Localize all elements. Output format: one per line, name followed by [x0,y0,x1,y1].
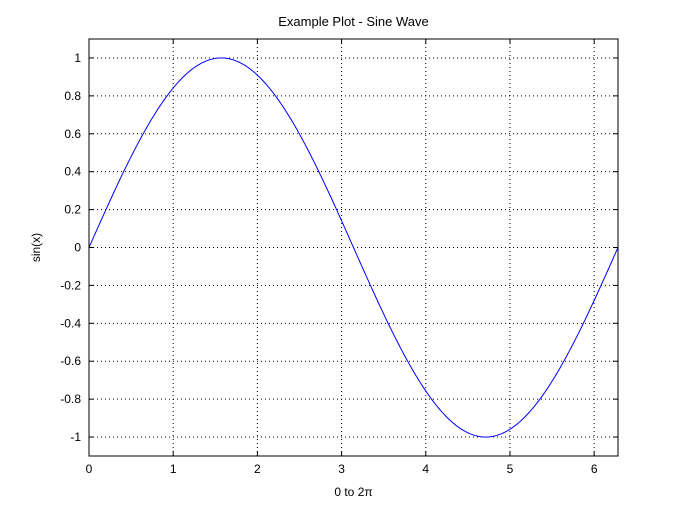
y-tick-label: -0.8 [60,392,81,406]
data-point [300,136,301,137]
x-tick-label: 6 [591,462,598,476]
x-tick-label: 1 [170,462,177,476]
y-tick-label: 1 [74,51,81,65]
y-tick-label: 0 [74,241,81,255]
series-group [88,57,619,438]
x-tick-label: 2 [254,462,261,476]
y-tick-label: -0.6 [60,354,81,368]
data-point [194,67,195,68]
data-point [168,94,169,95]
data-point [432,400,433,401]
y-axis-label: sin(x) [29,233,43,262]
data-point [247,67,248,68]
y-tick-label: 0.4 [64,165,81,179]
data-point [485,437,486,438]
y-tick-label: 0.2 [64,203,81,217]
data-point [141,136,142,137]
data-point [274,94,275,95]
series-line-sine [88,57,619,438]
x-tick-label: 4 [422,462,429,476]
ticks [88,39,618,456]
y-tick-label: 0.6 [64,127,81,141]
y-tick-label: 0.8 [64,89,81,103]
tick-labels: 0 1 2 3 4 5 6 -1 -0.8 -0.6 -0.4 -0.2 0 0.2 0.4 0.6 0.8 1 [60,51,598,476]
y-tick-label: -0.4 [60,316,81,330]
y-tick-label: -1 [70,430,81,444]
data-point [353,247,354,248]
data-point [591,306,592,307]
x-tick-label: 3 [338,462,345,476]
data-point [459,427,460,428]
x-tick-label: 5 [507,462,514,476]
data-point [379,306,380,307]
data-point [538,400,539,401]
data-point [221,57,222,58]
y-tick-label: -0.2 [60,278,81,292]
chart-title: Example Plot - Sine Wave [278,14,429,29]
data-point [512,427,513,428]
x-axis-label: 0 to 2π [334,485,372,499]
data-point [565,358,566,359]
data-point [406,358,407,359]
data-point [115,188,116,189]
data-point [327,188,328,189]
x-tick-label: 0 [86,462,93,476]
